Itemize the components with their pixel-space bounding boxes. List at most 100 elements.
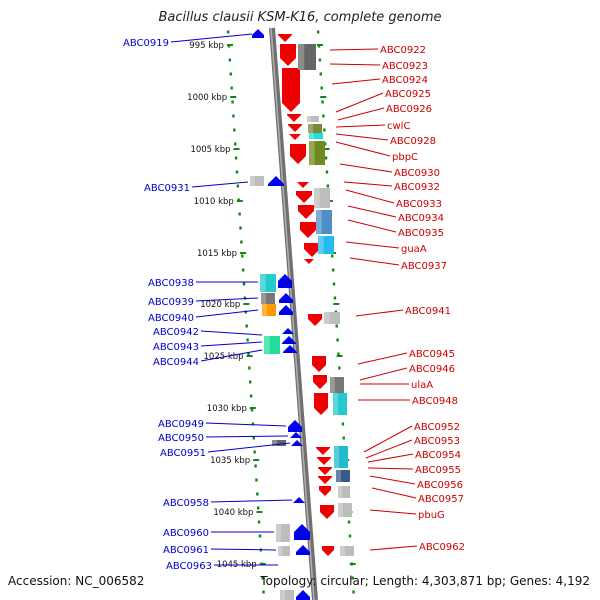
scale-label: 1030 kbp <box>207 404 247 414</box>
forward-gene-box-shade <box>278 546 283 556</box>
gene-label-abc0944: ABC0944 <box>153 357 199 368</box>
reverse-gene-box <box>333 393 347 415</box>
gene-leader-line <box>355 309 404 317</box>
gene-leader-line <box>339 163 393 173</box>
gene-label-abc0939: ABC0939 <box>148 297 194 308</box>
gene-label-abc0955: ABC0955 <box>415 465 461 476</box>
forward-track-dotted-line <box>241 268 245 272</box>
gene-leader-line <box>195 297 259 302</box>
reverse-gene-arrow <box>287 114 301 122</box>
forward-track-dotted-line <box>236 184 240 188</box>
gene-leader-line <box>335 92 384 113</box>
reverse-gene-arrow <box>300 222 316 238</box>
reverse-track-dotted-line <box>325 170 329 174</box>
reverse-gene-box-shade <box>324 312 330 324</box>
reverse-gene-arrow <box>297 182 309 188</box>
forward-track-dotted-line <box>249 394 253 398</box>
reverse-gene-box-shade <box>309 133 314 139</box>
gene-label-abc0943: ABC0943 <box>153 342 199 353</box>
forward-gene-arrow <box>290 432 302 438</box>
gene-label-abc0951: ABC0951 <box>160 448 206 459</box>
forward-track-dotted-line <box>245 324 248 328</box>
forward-track-dotted-line <box>258 534 262 538</box>
forward-gene-arrow <box>282 336 296 344</box>
gene-label-abc0922: ABC0922 <box>380 45 426 56</box>
gene-label-abc0919: ABC0919 <box>123 38 169 49</box>
gene-label-abc0938: ABC0938 <box>148 278 194 289</box>
gene-leader-line <box>365 439 413 459</box>
forward-gene-arrow <box>294 524 310 540</box>
scale-label: 1015 kbp <box>197 249 237 259</box>
reverse-gene-arrow <box>288 124 302 132</box>
reverse-gene-box <box>308 124 322 133</box>
gene-leader-line <box>343 181 393 187</box>
reverse-gene-box <box>309 133 323 139</box>
forward-gene-arrow <box>278 274 292 288</box>
gene-label-pbpc: pbpC <box>392 152 418 163</box>
forward-gene-arrow <box>291 440 303 446</box>
reverse-gene-arrow <box>304 243 320 257</box>
gene-leader-line <box>191 181 249 188</box>
gene-label-abc0957: ABC0957 <box>418 494 464 505</box>
reverse-track-dotted-line <box>332 282 336 286</box>
forward-gene-box <box>272 440 286 446</box>
scale-label: 1020 kbp <box>200 300 240 310</box>
reverse-gene-arrow <box>317 457 331 465</box>
forward-track-dotted-line <box>229 72 232 76</box>
forward-track-dotted-line <box>247 352 250 356</box>
forward-track-dotted-line <box>234 142 237 146</box>
reverse-gene-arrow <box>319 486 331 496</box>
forward-gene-box <box>260 274 276 292</box>
reverse-gene-arrow <box>278 34 292 42</box>
reverse-gene-box <box>309 141 325 165</box>
gene-label-abc0931: ABC0931 <box>144 183 190 194</box>
genome-backbone <box>269 27 318 600</box>
reverse-track-dotted-line <box>322 114 325 118</box>
gene-leader-line <box>329 48 379 51</box>
reverse-track-dotted-line <box>342 436 345 440</box>
reverse-gene-box-shade <box>330 377 335 393</box>
gene-label-abc0932: ABC0932 <box>394 182 440 193</box>
gene-label-abc0923: ABC0923 <box>382 61 428 72</box>
reverse-gene-box <box>338 503 352 517</box>
reverse-track-dotted-line <box>352 590 355 594</box>
forward-gene-arrow <box>282 328 294 334</box>
reverse-gene-arrow <box>313 375 327 389</box>
gene-leader-line <box>210 548 277 551</box>
forward-gene-box <box>278 546 290 556</box>
gene-label-abc0963: ABC0963 <box>166 561 212 572</box>
reverse-track-dotted-line <box>335 324 338 328</box>
gene-label-abc0930: ABC0930 <box>394 168 440 179</box>
reverse-gene-arrow <box>318 467 332 475</box>
forward-track-dotted-line <box>255 478 258 482</box>
gene-leader-line <box>359 367 408 381</box>
topology-label: Topology: circular; Length: 4,303,871 bp… <box>260 574 590 588</box>
forward-track-dotted-line <box>226 30 230 34</box>
reverse-track-dotted-line <box>323 128 326 132</box>
gene-label-abc0960: ABC0960 <box>163 528 209 539</box>
forward-gene-box-shade <box>260 274 266 292</box>
reverse-track-dotted-line <box>326 184 330 188</box>
gene-label-abc0953: ABC0953 <box>414 436 460 447</box>
forward-gene-arrow <box>296 545 310 555</box>
forward-track-dotted-line <box>230 86 233 90</box>
reverse-gene-box <box>318 236 334 254</box>
scale-label: 1005 kbp <box>190 145 230 155</box>
gene-leader-line <box>335 141 391 157</box>
scale-label: 1000 kbp <box>187 93 227 103</box>
gene-label-abc0945: ABC0945 <box>409 349 455 360</box>
reverse-gene-arrow <box>296 191 312 203</box>
reverse-gene-arrow <box>322 546 334 556</box>
reverse-track-dotted-line <box>316 30 320 34</box>
forward-gene-box <box>250 176 264 186</box>
reverse-gene-box-shade <box>333 393 338 415</box>
forward-gene-arrow <box>293 497 305 503</box>
reverse-track-dotted-line <box>331 254 334 258</box>
reverse-gene-box-shade <box>298 44 305 70</box>
forward-gene-arrow <box>279 305 293 315</box>
forward-track-dotted-line <box>243 296 247 300</box>
gene-leader-line <box>369 475 416 485</box>
forward-track-dotted-line <box>239 226 242 230</box>
gene-label-abc0954: ABC0954 <box>415 450 461 461</box>
scale-label: 1035 kbp <box>210 456 250 466</box>
